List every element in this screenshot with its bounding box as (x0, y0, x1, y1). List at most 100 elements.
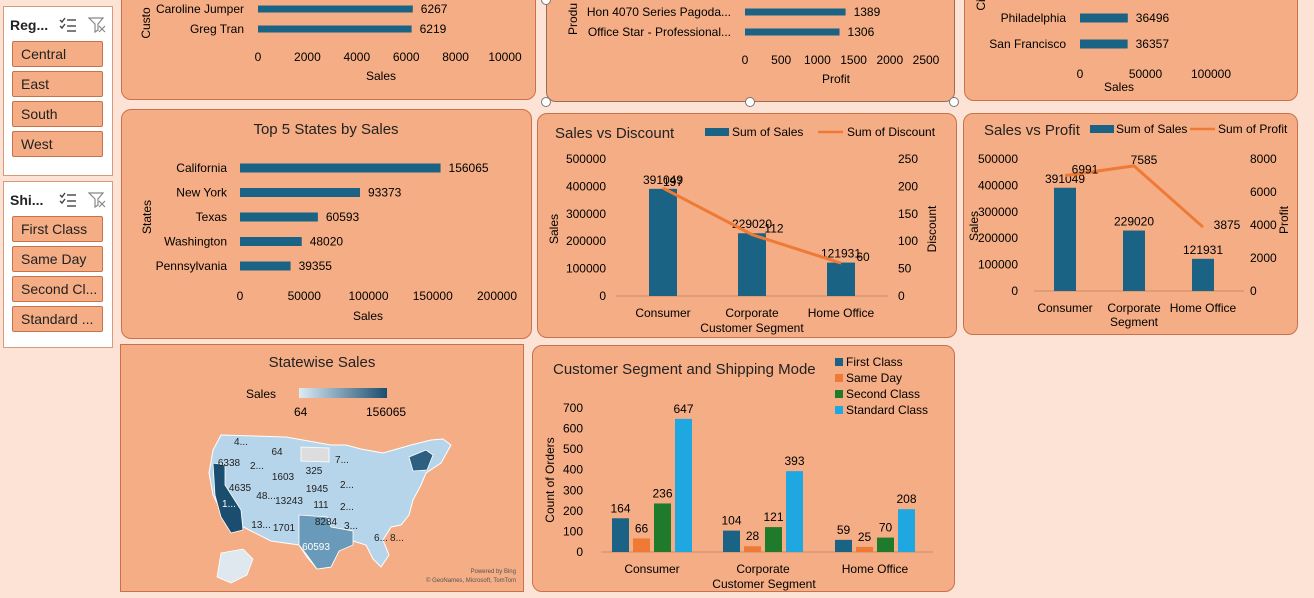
clear-filter-icon[interactable] (87, 191, 106, 209)
tick-label: 50 (898, 262, 912, 276)
category-label: California (176, 161, 227, 175)
data-label: 197 (663, 175, 683, 189)
category-label: Consumer (1037, 301, 1092, 315)
resize-handle[interactable] (745, 97, 755, 107)
map-value-label: 48... (256, 491, 275, 502)
map-value-label: 325 (306, 466, 323, 477)
tick-label: 400 (563, 463, 583, 477)
slicer-item-central[interactable]: Central (12, 41, 103, 67)
multi-select-icon[interactable] (58, 16, 77, 34)
category-label: Home Office (842, 562, 909, 576)
bar (240, 212, 318, 222)
tick-label: 100 (563, 524, 583, 538)
data-label: 60593 (326, 210, 360, 224)
slicer-item-east[interactable]: East (12, 71, 103, 97)
tick-label: 0 (237, 289, 244, 303)
data-label: 6219 (420, 22, 447, 36)
map-value-label: 8... (390, 533, 404, 544)
bar (258, 25, 412, 33)
chart-title: Sales vs Discount (555, 125, 675, 142)
legend-label-discount: Sum of Discount (847, 125, 936, 139)
x-axis-label: Profit (822, 72, 851, 86)
sales-vs-discount-chart[interactable]: Sales vs Discount Sum of Sales Sum of Di… (537, 113, 957, 338)
category-label: San Francisco (989, 37, 1066, 51)
data-label: 6991 (1072, 163, 1099, 177)
map-title: Statewise Sales (269, 354, 376, 371)
legend-label-sales: Sum of Sales (1116, 122, 1187, 136)
bar (1123, 230, 1145, 291)
tick-label: 400000 (566, 179, 606, 193)
slicer-item-second-class[interactable]: Second Cl... (12, 276, 103, 302)
bar (738, 233, 766, 296)
map-value-label: 13... (251, 520, 270, 531)
map-value-label: 6338 (218, 458, 241, 469)
tick-label: 0 (1077, 67, 1084, 81)
tick-label: 200 (563, 504, 583, 518)
category-label: Consumer (635, 306, 690, 320)
bar (654, 503, 671, 552)
bar (765, 527, 782, 552)
data-label: 1306 (848, 25, 875, 39)
tick-label: 150000 (413, 289, 453, 303)
tick-label: 200000 (477, 289, 517, 303)
data-label: 70 (879, 521, 893, 535)
bar (258, 5, 413, 13)
map-legend-label: Sales (246, 387, 276, 401)
multi-select-icon[interactable] (58, 191, 77, 209)
top-products-chart[interactable]: Produ Hon 4070 Series Pagoda... 1389 Offic… (546, 0, 955, 102)
tick-label: 0 (576, 545, 583, 559)
tick-label: 0 (255, 50, 262, 64)
bar (1080, 39, 1128, 49)
map-legend-max: 156065 (366, 405, 406, 419)
category-label: Caroline Jumper (156, 2, 244, 16)
slicer-item-south[interactable]: South (12, 101, 103, 127)
tick-label: 4000 (1250, 218, 1277, 232)
category-label: New York (176, 186, 228, 200)
x-axis-label: Sales (366, 69, 396, 83)
slicer-item-same-day[interactable]: Same Day (12, 246, 103, 272)
y-axis-label: Ci (974, 0, 988, 11)
tick-label: 200 (898, 179, 918, 193)
data-label: 59 (837, 523, 851, 537)
map-value-label: 3... (344, 521, 358, 532)
slicer-item-west[interactable]: West (12, 131, 103, 157)
clear-filter-icon[interactable] (87, 16, 106, 34)
data-label: 39355 (299, 259, 333, 273)
resize-handle[interactable] (949, 97, 959, 107)
category-label: Corporate (736, 562, 790, 576)
segment-shipping-chart[interactable]: Customer Segment and Shipping Mode First… (532, 345, 955, 592)
tick-label: 8000 (442, 50, 469, 64)
map-value-label: 6... (374, 533, 388, 544)
slicer-item-first-class[interactable]: First Class (12, 216, 103, 242)
tick-label: 200000 (978, 231, 1018, 245)
resize-handle[interactable] (541, 97, 551, 107)
sales-vs-profit-chart[interactable]: Sales vs Profit Sum of Sales Sum of Prof… (963, 113, 1298, 335)
map-value-label: 1945 (306, 484, 329, 495)
map-value-label: 111 (313, 500, 329, 511)
tick-label: 600 (563, 422, 583, 436)
slicer-item-standard-class[interactable]: Standard ... (12, 306, 103, 332)
ship-mode-slicer-header: Shi... (10, 188, 106, 212)
top-customers-chart[interactable]: Custo Caroline Jumper 6267 Greg Tran 6219 0… (121, 0, 536, 100)
region-slicer: Reg... Central East South West (3, 6, 113, 176)
bar (835, 539, 852, 552)
tick-label: 6000 (393, 50, 420, 64)
y2-axis-label: Profit (1277, 205, 1291, 234)
tick-label: 300 (563, 483, 583, 497)
map-value-label: 1701 (273, 523, 296, 534)
tick-label: 0 (1250, 284, 1257, 298)
map-value-label: 4635 (229, 483, 252, 494)
top-cities-chart[interactable]: Ci Philadelphia 36496 San Francisco 36357 0… (964, 0, 1298, 101)
data-label: 104 (721, 514, 741, 528)
map-credit-bing: Powered by Bing (471, 569, 516, 575)
data-label: 164 (610, 501, 630, 515)
tick-label: 2000 (294, 50, 321, 64)
bar (1192, 258, 1214, 291)
texas-shape (298, 514, 354, 570)
top-states-chart[interactable]: Top 5 States by Sales States California 1… (121, 109, 532, 339)
category-label: Home Office (808, 306, 875, 320)
bar (877, 537, 894, 552)
map-value-label: 1603 (272, 472, 295, 483)
statewise-sales-map[interactable]: Statewise Sales Sales 64 156065 4... 6338… (120, 344, 524, 592)
map-value-label: 64 (271, 447, 283, 458)
